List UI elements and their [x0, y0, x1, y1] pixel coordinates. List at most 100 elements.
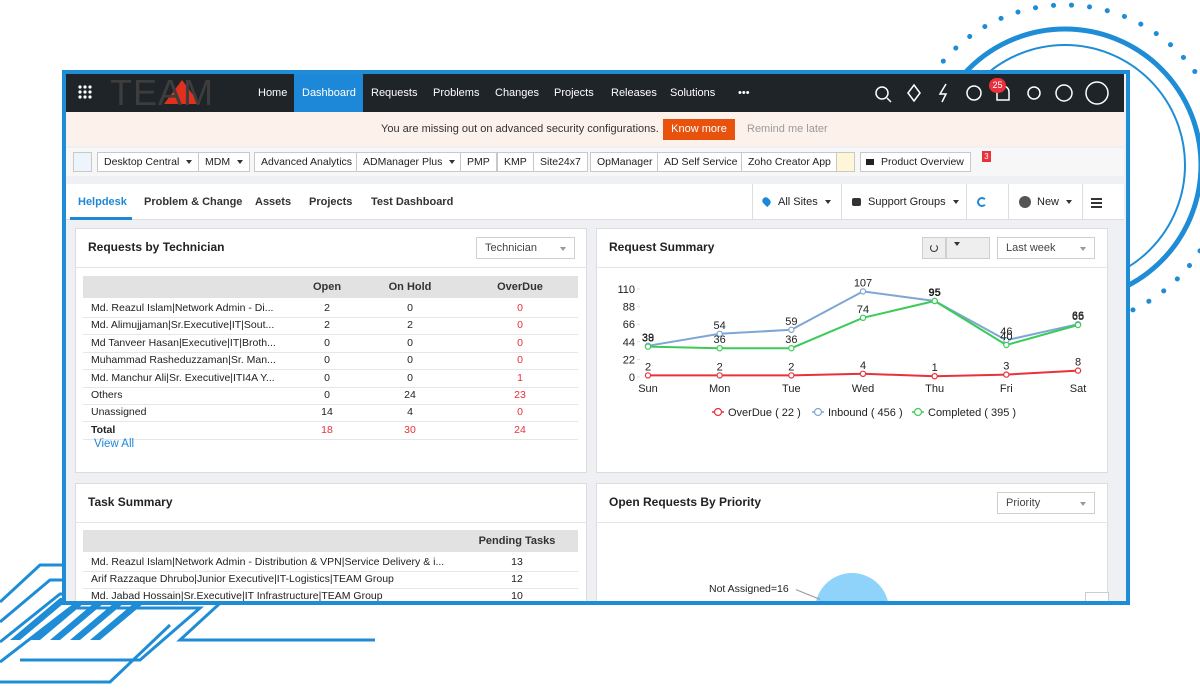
- icon-shape: [83, 90, 87, 94]
- tool-icons[interactable]: [875, 81, 1109, 105]
- data-point: [1003, 341, 1010, 349]
- cell: 14: [321, 406, 333, 419]
- app-button[interactable]: AD Self Service: [657, 152, 745, 172]
- cell: 0: [407, 302, 413, 314]
- data-point: [859, 314, 867, 322]
- pie-label: Not Assigned=16: [709, 583, 789, 595]
- nav-item[interactable]: Requests: [371, 87, 418, 99]
- view-all-link[interactable]: View All: [94, 438, 135, 450]
- sites-dropdown[interactable]: All Sites: [778, 184, 831, 220]
- app-grid[interactable]: [78, 85, 92, 99]
- cell: 2: [407, 319, 413, 332]
- x-tick-label: Tue: [782, 383, 801, 395]
- icon-shape: [1055, 84, 1073, 102]
- data-label: 74: [857, 304, 869, 316]
- app-button[interactable]: MDM: [198, 152, 251, 172]
- filter-dropdown[interactable]: Priority: [997, 492, 1095, 514]
- app-button[interactable]: Advanced Analytics: [254, 152, 360, 172]
- data-label: 59: [785, 316, 797, 328]
- data-point: [644, 343, 652, 350]
- app-button[interactable]: Desktop Central: [97, 152, 200, 172]
- menu-icon: [1091, 202, 1102, 204]
- app-button[interactable]: Zoho Creator App: [741, 152, 838, 172]
- nav-item[interactable]: Home: [258, 87, 288, 99]
- icon-shape: [907, 83, 921, 103]
- divider: [752, 184, 753, 220]
- icon-shape: [1085, 81, 1109, 105]
- cell: 0: [517, 319, 523, 332]
- app-button[interactable]: KMP: [497, 152, 534, 172]
- divider: [1008, 184, 1009, 220]
- cell: 0: [324, 354, 330, 367]
- icon-shape: [886, 97, 892, 103]
- chart-button[interactable]: [1085, 592, 1109, 601]
- cell: 23: [514, 389, 526, 401]
- notification-badge[interactable]: 25: [989, 78, 1006, 93]
- data-point: [931, 372, 938, 380]
- stripe: [30, 598, 90, 640]
- x-tick-label: Wed: [852, 383, 874, 395]
- data-label: 1: [932, 362, 938, 374]
- cell: 0: [407, 371, 413, 384]
- logo: TEAM: [110, 72, 215, 113]
- tab-underline: [70, 217, 132, 220]
- x-tick-label: Thu: [925, 383, 944, 395]
- data-point: [1074, 367, 1082, 374]
- filter-dropdown[interactable]: Technician: [476, 237, 575, 259]
- data-label: 36: [785, 334, 797, 346]
- menu-icon: [1091, 198, 1102, 200]
- legend-label[interactable]: Inbound ( 456 ): [828, 407, 903, 419]
- row-line: [83, 334, 578, 336]
- new-dropdown[interactable]: New: [1037, 184, 1072, 220]
- cell: 0: [324, 389, 330, 401]
- tab[interactable]: Problem & Change: [144, 196, 243, 208]
- row-line: [83, 369, 578, 371]
- y-tick-label: 110: [617, 284, 635, 296]
- row-name: Md. Manchur Ali|Sr. Executive|ITI4A Y...: [91, 371, 275, 384]
- refresh-icon[interactable]: [977, 197, 987, 207]
- divider: [966, 184, 967, 220]
- column-header: OverDue: [497, 281, 543, 293]
- chart-type-button[interactable]: [946, 237, 990, 259]
- cell: 4: [407, 406, 413, 419]
- groups-dropdown[interactable]: Support Groups: [868, 184, 959, 220]
- legend-label[interactable]: Completed ( 395 ): [928, 407, 1016, 419]
- row-line: [83, 571, 578, 572]
- app-button[interactable]: OpManager: [590, 152, 660, 172]
- toolbar-icon[interactable]: [73, 152, 92, 172]
- column-header: On Hold: [388, 281, 432, 293]
- row-line: [83, 438, 578, 440]
- nav-item[interactable]: Projects: [554, 87, 594, 99]
- nav-item[interactable]: Changes: [495, 87, 540, 99]
- product-overview-button[interactable]: Product Overview: [860, 152, 971, 172]
- widget-header-line: [596, 522, 1108, 523]
- app-button[interactable]: Site24x7: [533, 152, 588, 172]
- app-button[interactable]: PMP: [460, 152, 497, 172]
- nav-item[interactable]: •••: [738, 87, 750, 99]
- cell: 2: [324, 319, 330, 332]
- nav-item[interactable]: Releases: [611, 87, 657, 99]
- nav-item[interactable]: Solutions: [670, 87, 716, 99]
- toolbar-icon[interactable]: [836, 152, 855, 172]
- menu-icon: [1091, 206, 1102, 208]
- nav-item[interactable]: Dashboard: [302, 87, 356, 99]
- icon-shape: [875, 86, 889, 100]
- filter-dropdown[interactable]: Last week: [997, 237, 1095, 259]
- icon-shape: [88, 95, 92, 99]
- app-button[interactable]: ADManager Plus: [356, 152, 463, 172]
- tab[interactable]: Helpdesk: [78, 196, 127, 208]
- refresh-glyph: [930, 244, 938, 252]
- row-name: Total: [91, 423, 116, 436]
- divider: [1082, 184, 1083, 220]
- legend-label[interactable]: OverDue ( 22 ): [728, 407, 801, 419]
- icon-shape: [88, 90, 92, 94]
- remind-later-link[interactable]: Remind me later: [747, 123, 828, 135]
- data-point: [1003, 371, 1010, 378]
- data-label: 8: [1075, 357, 1081, 369]
- nav-item[interactable]: Problems: [433, 87, 480, 99]
- tab[interactable]: Assets: [255, 196, 292, 208]
- app-window: TEAM Home Dashboard Requests Problems Changes…: [62, 70, 1130, 605]
- tab[interactable]: Projects: [309, 196, 353, 208]
- tab[interactable]: Test Dashboard: [371, 196, 454, 208]
- know-more-button[interactable]: Know more: [663, 119, 735, 140]
